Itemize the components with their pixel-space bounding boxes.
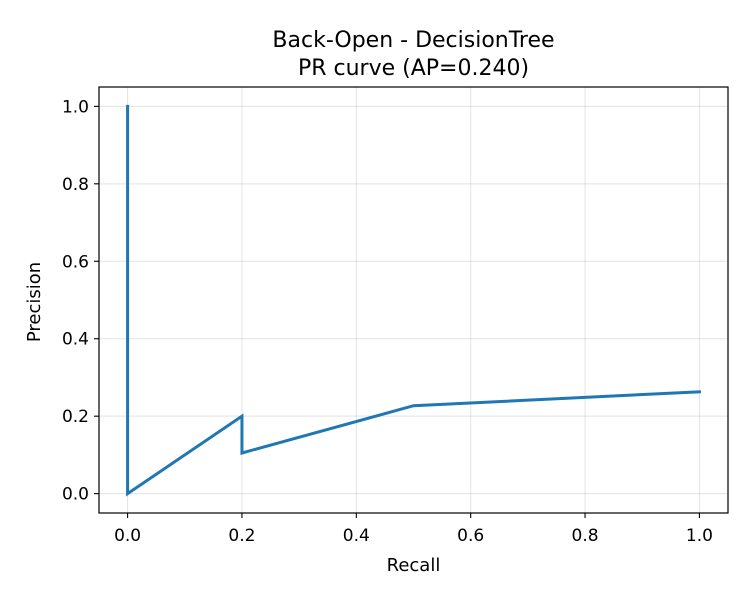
y-axis-label: Precision (24, 262, 45, 342)
y-tick-label: 0.8 (62, 175, 89, 195)
grid-layer (99, 87, 728, 513)
plot-frame (98, 86, 729, 514)
tick-layer: 0.0 0.2 0.4 0.6 0.8 1.0 0.0 0.2 0.4 0.6 0.8 1.0 (62, 97, 713, 546)
x-axis-label: Recall (387, 555, 441, 576)
x-tick-label: 0.2 (228, 526, 255, 546)
y-tick-label: 1.0 (62, 97, 89, 117)
x-tick-label: 0.4 (343, 526, 370, 546)
chart-subtitle: PR curve (AP=0.240) (298, 56, 529, 81)
x-tick-label: 0.8 (572, 526, 599, 546)
series-layer (126, 104, 701, 497)
chart-title: Back-Open - DecisionTree (272, 28, 554, 53)
pr-curve-line (126, 104, 701, 497)
y-tick-label: 0.4 (62, 330, 89, 350)
y-tick-label: 0.6 (62, 252, 89, 272)
x-tick-label: 0.0 (114, 526, 141, 546)
y-tick-label: 0.0 (62, 485, 89, 505)
y-tick-label: 0.2 (62, 407, 89, 427)
x-tick-label: 0.6 (457, 526, 484, 546)
x-tick-label: 1.0 (686, 526, 713, 546)
